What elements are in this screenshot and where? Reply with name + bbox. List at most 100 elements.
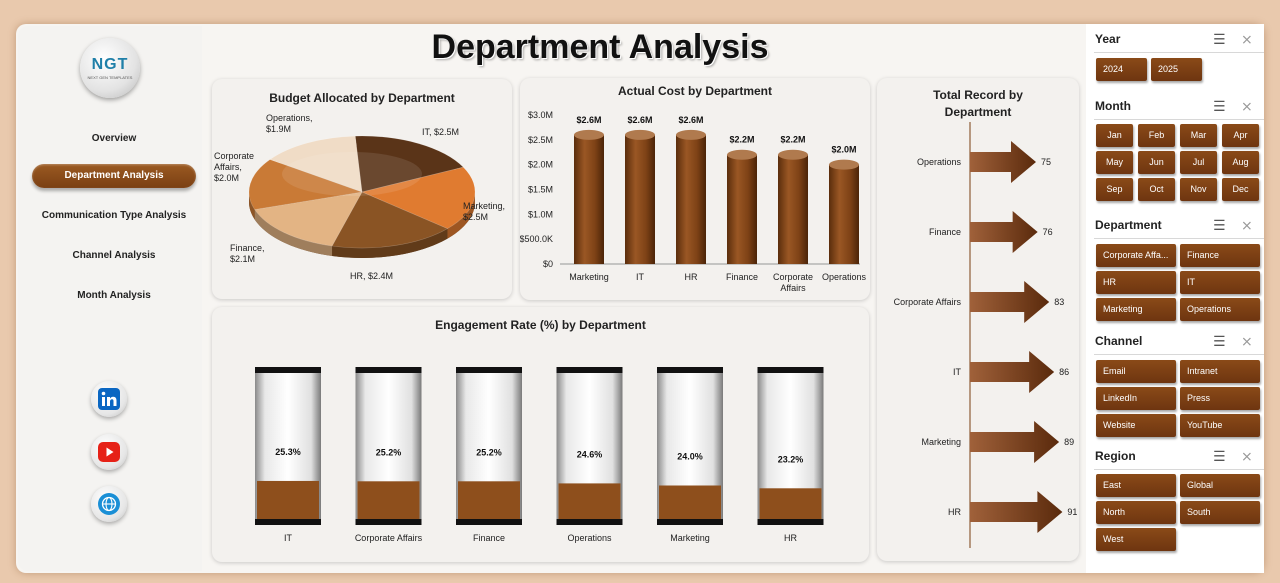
records-value: 89 <box>1064 437 1074 447</box>
cost-bar-top <box>829 159 859 170</box>
slicer-item-department[interactable]: IT <box>1180 271 1260 294</box>
linkedin-button[interactable] <box>91 381 127 417</box>
multi-select-icon[interactable]: ☰ <box>1213 334 1226 350</box>
multi-select-icon[interactable]: ☰ <box>1213 218 1226 234</box>
slicer-item-month[interactable]: Apr <box>1222 124 1259 147</box>
slicer-item-channel[interactable]: Press <box>1180 387 1260 410</box>
cost-chart-card: Actual Cost by Department $0 $500.0K $1.0M… <box>520 78 870 300</box>
records-arrow <box>970 281 1050 323</box>
cost-bar <box>676 134 706 264</box>
engagement-data-label: 23.2% <box>778 454 804 464</box>
slicer-item-region[interactable]: North <box>1096 501 1176 524</box>
engagement-chart-card: Engagement Rate (%) by Department 25.3% I… <box>212 307 869 562</box>
engagement-tube-base <box>657 519 723 525</box>
clear-filter-icon[interactable]: ⨯ <box>1241 99 1253 115</box>
slicer-item-region[interactable]: East <box>1096 474 1176 497</box>
slicer-item-month[interactable]: Dec <box>1222 178 1259 201</box>
clear-filter-icon[interactable]: ⨯ <box>1241 218 1253 234</box>
slicer-item-year[interactable]: 2025 <box>1151 58 1202 81</box>
slicer-item-channel[interactable]: YouTube <box>1180 414 1260 437</box>
clear-filter-icon[interactable]: ⨯ <box>1241 449 1253 465</box>
records-arrow-chart: 75 Operations 76 Finance 83 Corporate Affairs… <box>894 122 1077 548</box>
nav-month-analysis[interactable]: Month Analysis <box>77 290 151 301</box>
cost-data-label: $2.6M <box>627 115 652 125</box>
slicer-item-month[interactable]: Jul <box>1180 151 1217 174</box>
slicer-item-month[interactable]: Oct <box>1138 178 1175 201</box>
multi-select-icon[interactable]: ☰ <box>1213 449 1226 465</box>
slicer-item-month[interactable]: Nov <box>1180 178 1217 201</box>
pie-slice-finance <box>254 191 363 247</box>
slicer-item-month[interactable]: Mar <box>1180 124 1217 147</box>
slicer-item-channel[interactable]: Email <box>1096 360 1176 383</box>
cost-data-label: $2.6M <box>576 115 601 125</box>
slicer-item-month[interactable]: May <box>1096 151 1133 174</box>
pie-label-finance: Finance, $2.1M <box>230 243 265 264</box>
slicer-item-department[interactable]: Corporate Affa... <box>1096 244 1176 267</box>
nav-department-analysis[interactable]: Department Analysis <box>32 164 196 188</box>
slicer-item-region[interactable]: West <box>1096 528 1176 551</box>
website-button[interactable] <box>91 486 127 522</box>
slicer-item-channel[interactable]: Website <box>1096 414 1176 437</box>
slicer-item-department[interactable]: Finance <box>1180 244 1260 267</box>
slicer-item-month[interactable]: Jan <box>1096 124 1133 147</box>
budget-pie-chart: IT, $2.5M Marketing, $2.5M HR, $2.4M Finance… <box>214 113 505 281</box>
clear-filter-icon[interactable]: ⨯ <box>1241 334 1253 350</box>
pie-label-corporate-affairs: Corporate Affairs, $2.0M <box>214 151 254 183</box>
engagement-xtick: Operations <box>567 533 612 543</box>
clear-filter-icon[interactable]: ⨯ <box>1241 32 1253 48</box>
records-value: 91 <box>1067 507 1077 517</box>
pie-label-marketing: Marketing, $2.5M <box>463 201 505 222</box>
cost-bar <box>625 134 655 264</box>
pie-label-operations: Operations, $1.9M <box>266 113 313 134</box>
records-value: 83 <box>1054 297 1064 307</box>
engagement-tube-base <box>456 519 522 525</box>
slicer-item-month[interactable]: Feb <box>1138 124 1175 147</box>
nav-overview[interactable]: Overview <box>91 133 137 144</box>
cost-bar-chart: $0 $500.0K $1.0M $1.5M $2.0M $2.5M $3.0M $2.6M M… <box>520 110 867 293</box>
youtube-button[interactable] <box>91 434 127 470</box>
records-chart-title: Total Record by Department <box>933 88 1023 119</box>
slicer-item-department[interactable]: Operations <box>1180 298 1260 321</box>
engagement-tube-cap <box>757 367 824 373</box>
multi-select-icon[interactable]: ☰ <box>1213 99 1226 115</box>
nav-communication-type-analysis[interactable]: Communication Type Analysis <box>41 210 187 221</box>
slicer-item-year[interactable]: 2024 <box>1096 58 1147 81</box>
engagement-tube-cap <box>456 367 522 373</box>
engagement-tube-base <box>556 519 623 525</box>
slicer-item-region[interactable]: Global <box>1180 474 1260 497</box>
records-category: Operations <box>917 157 962 167</box>
slicer-item-month[interactable]: Jun <box>1138 151 1175 174</box>
nav-channel-analysis[interactable]: Channel Analysis <box>72 250 156 261</box>
slicer-item-department[interactable]: Marketing <box>1096 298 1176 321</box>
engagement-xtick: IT <box>284 533 293 543</box>
pie-slice-hr <box>331 191 449 249</box>
engagement-cylinder-chart: 25.3% IT 25.2% Corporate Affairs 25.2% Financ… <box>255 367 824 543</box>
records-value: 75 <box>1041 157 1051 167</box>
logo: NGT NEXT GEN TEMPLATES <box>80 38 140 98</box>
slicer-divider <box>1094 354 1264 355</box>
cost-bar-top <box>778 149 808 160</box>
slicer-item-channel[interactable]: LinkedIn <box>1096 387 1176 410</box>
cost-ytick: $500.0K <box>520 234 553 244</box>
cost-ytick: $2.5M <box>528 135 553 145</box>
records-value: 86 <box>1059 367 1069 377</box>
engagement-xtick: Corporate Affairs <box>355 533 423 543</box>
cost-xtick: IT <box>636 272 645 282</box>
slicer-title-month: Month <box>1095 99 1131 113</box>
slicer-item-department[interactable]: HR <box>1096 271 1176 294</box>
records-arrow <box>970 141 1036 183</box>
slicer-item-region[interactable]: South <box>1180 501 1260 524</box>
slicer-item-channel[interactable]: Intranet <box>1180 360 1260 383</box>
records-chart-card: Total Record by Department 75 Operations 7… <box>877 78 1079 561</box>
pie-slice-side <box>447 192 475 239</box>
slicer-item-month[interactable]: Aug <box>1222 151 1259 174</box>
cost-chart-title: Actual Cost by Department <box>617 84 773 98</box>
engagement-tube-cap <box>255 367 321 373</box>
pie-slice-corporate-affairs <box>248 159 363 210</box>
multi-select-icon[interactable]: ☰ <box>1213 32 1226 48</box>
engagement-tube-base <box>355 519 422 525</box>
cost-data-label: $2.0M <box>831 145 856 155</box>
engagement-xtick: HR <box>784 533 797 543</box>
slicer-item-month[interactable]: Sep <box>1096 178 1133 201</box>
pie-slice-it <box>354 135 464 193</box>
